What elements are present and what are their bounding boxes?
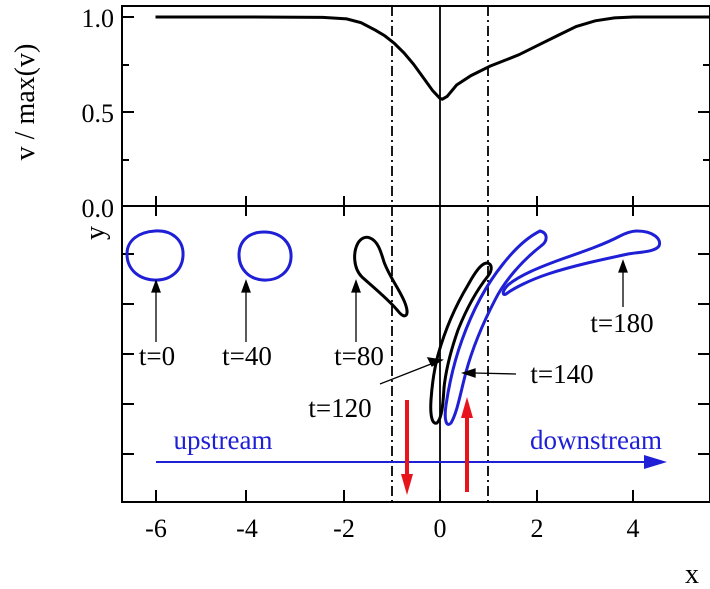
cell-shape-t0 (125, 229, 185, 282)
red-arrow-up-head (461, 397, 473, 418)
label-t0: t=0 (139, 341, 175, 371)
velocity-curve (155, 15, 710, 101)
top-panel-frame (121, 5, 710, 207)
top-y-ticks (122, 16, 710, 161)
flow-direction-arrowhead (644, 455, 667, 469)
bottom-panel-frame (121, 205, 710, 503)
cell-shape-t40 (237, 230, 293, 282)
annotation-arrows (151, 259, 628, 385)
label-upstream: upstream (174, 425, 273, 455)
xlabel: x (685, 559, 699, 589)
ylabel-bottom: y (80, 226, 111, 240)
cell-shape-t120 (429, 261, 493, 425)
ytick-label-1.0: 1.0 (82, 4, 115, 33)
ytick-label-0.5: 0.5 (82, 99, 115, 128)
xtick-label-2: 2 (531, 514, 544, 543)
bottom-y-ticks (122, 253, 710, 455)
xtick-label-0: 0 (434, 514, 447, 543)
red-arrow-down-head (401, 474, 413, 495)
xtick-label-4: 4 (627, 514, 640, 543)
label-t120: t=120 (308, 393, 371, 423)
label-downstream: downstream (530, 425, 662, 455)
cell-shape-t80 (353, 235, 409, 318)
cell-shape-t140 (443, 229, 548, 426)
xtick-label--4: -4 (236, 514, 258, 543)
ylabel-top: v / max(v) (10, 44, 41, 161)
xtick-label--2: -2 (333, 514, 355, 543)
label-t40: t=40 (222, 341, 272, 371)
xtick-label--6: -6 (145, 514, 167, 543)
label-t140: t=140 (530, 359, 593, 389)
label-t180: t=180 (590, 308, 653, 338)
ytick-label-0.0: 0.0 (82, 194, 115, 223)
label-t80: t=80 (334, 341, 384, 371)
cell-shape-t180 (501, 229, 662, 296)
